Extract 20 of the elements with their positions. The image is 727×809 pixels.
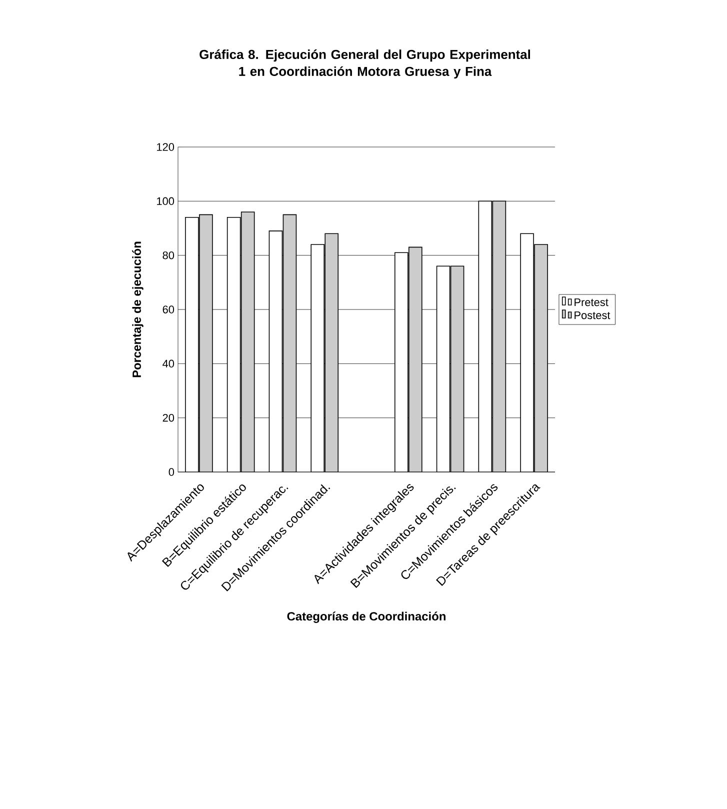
y-tick-label: 60 <box>162 306 174 314</box>
bar <box>199 214 213 472</box>
bar <box>492 200 506 472</box>
x-axis-title: Categorías de Coordinación <box>287 612 446 623</box>
y-tick-label: 0 <box>168 468 174 476</box>
y-tick-label: 100 <box>157 197 174 206</box>
bar <box>282 214 297 472</box>
bar <box>240 212 255 472</box>
bar <box>408 246 422 472</box>
y-axis-title: Porcentaje de ejecución <box>132 242 144 378</box>
legend-label: Postest <box>574 311 610 320</box>
bar <box>324 233 339 472</box>
text: Pretest <box>574 298 608 306</box>
y-tick-label: 40 <box>162 360 174 368</box>
bar <box>534 244 548 472</box>
y-tick-label: 80 <box>162 251 174 260</box>
y-tick-label: 20 <box>162 414 174 422</box>
chart-title: Gráfica 8. Ejecución General del Grupo Experimental 1 en Coordinación Motora Gruesa y Fina <box>200 49 530 79</box>
y-tick-label: 120 <box>157 143 174 151</box>
bar <box>450 266 464 472</box>
